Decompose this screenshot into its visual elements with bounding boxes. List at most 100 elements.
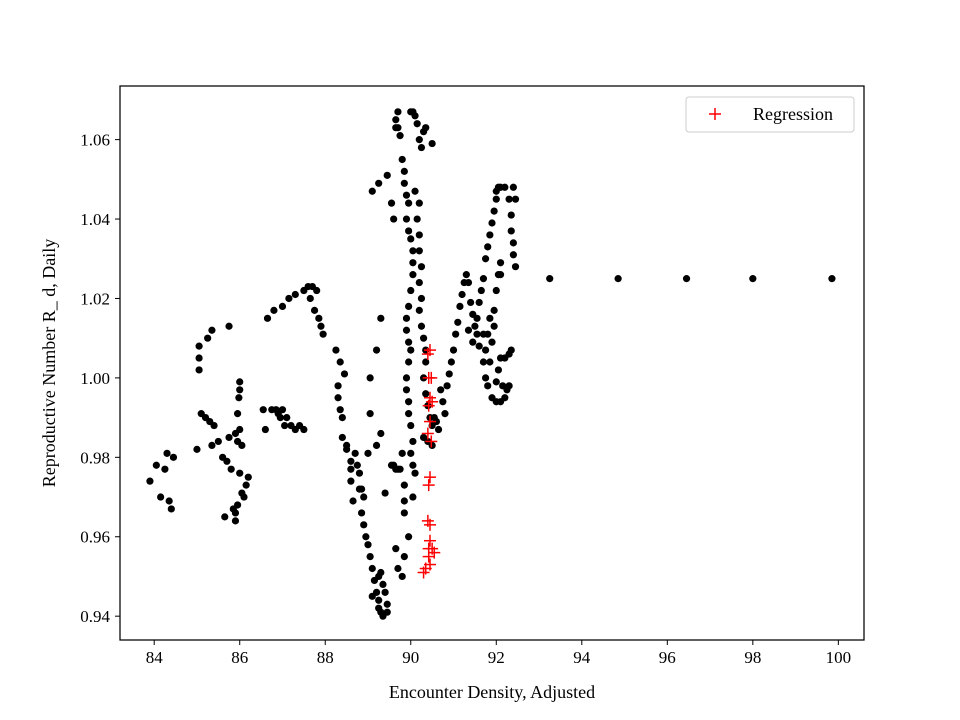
- y-tick-label: 1.00: [80, 369, 110, 388]
- data-point: [413, 120, 421, 128]
- data-point: [409, 493, 417, 501]
- data-point: [481, 374, 490, 382]
- data-point: [347, 477, 355, 485]
- data-point: [432, 417, 441, 426]
- data-point: [405, 533, 413, 541]
- legend-box: [685, 96, 855, 133]
- data-point: [405, 358, 413, 366]
- data-point: [490, 322, 498, 330]
- data-point: [398, 155, 406, 164]
- data-point: [285, 294, 293, 303]
- data-point: [334, 382, 342, 390]
- data-point: [413, 215, 421, 223]
- data-point: [405, 302, 413, 311]
- data-point: [368, 564, 376, 573]
- data-point: [409, 271, 417, 279]
- legend-plus-icon: [709, 108, 721, 120]
- data-point: [163, 449, 171, 457]
- data-point: [464, 326, 473, 334]
- y-tick-label: 0.96: [80, 528, 110, 547]
- legend: Regression: [685, 96, 855, 133]
- x-tick-label: 94: [573, 648, 591, 667]
- data-point: [405, 199, 413, 207]
- data-point: [364, 449, 372, 457]
- data-point: [417, 263, 426, 271]
- regression-point: [421, 427, 434, 440]
- data-point: [417, 143, 426, 152]
- data-point: [494, 366, 503, 374]
- data-point: [479, 358, 488, 366]
- data-point: [195, 366, 203, 374]
- data-point: [377, 314, 385, 322]
- x-tick-label: 84: [146, 648, 164, 667]
- data-point: [411, 187, 419, 195]
- y-tick-label: 0.98: [80, 448, 110, 467]
- data-point: [319, 330, 327, 338]
- data-point: [471, 322, 479, 330]
- data-point: [437, 386, 445, 394]
- data-point: [456, 302, 464, 311]
- y-axis-label: Reproductive Number R_ d, Daily: [39, 239, 59, 487]
- data-point: [407, 235, 415, 243]
- data-point: [240, 493, 248, 501]
- data-point: [445, 370, 453, 378]
- data-point: [492, 286, 500, 295]
- data-point: [509, 251, 517, 259]
- data-point: [381, 588, 389, 596]
- data-point: [422, 358, 430, 366]
- regression-point: [421, 348, 434, 361]
- data-point: [546, 275, 554, 283]
- data-point: [396, 465, 404, 473]
- data-point: [417, 294, 426, 303]
- data-point: [682, 275, 691, 283]
- data-point: [357, 509, 366, 517]
- data-point: [221, 513, 229, 521]
- data-point: [417, 322, 426, 330]
- data-point: [473, 330, 481, 338]
- data-point: [351, 449, 359, 457]
- data-point: [464, 278, 473, 287]
- data-point: [452, 330, 460, 338]
- y-axis: 0.94 0.96 0.98 1.00 1.02 1.04 1.06: [80, 131, 120, 626]
- data-point: [263, 314, 272, 322]
- data-point: [338, 414, 346, 422]
- data-point: [411, 112, 419, 120]
- x-axis: 84 86 88 90 92 94 96 98 100: [146, 640, 851, 667]
- plot-frame: [119, 85, 865, 641]
- regression-point: [422, 550, 435, 563]
- data-point: [233, 501, 242, 509]
- data-point: [259, 406, 267, 414]
- data-point: [507, 346, 515, 354]
- data-point: [492, 378, 500, 386]
- data-point: [415, 231, 423, 239]
- data-point: [362, 533, 370, 541]
- data-point: [366, 374, 374, 382]
- data-point: [336, 358, 344, 366]
- data-point: [398, 572, 406, 581]
- data-point: [400, 179, 408, 187]
- data-point: [511, 263, 520, 271]
- data-point: [428, 139, 436, 148]
- data-point: [415, 136, 423, 144]
- data-point: [375, 572, 383, 581]
- data-point: [409, 437, 417, 446]
- data-point: [394, 124, 402, 132]
- data-point: [278, 406, 287, 414]
- data-point: [225, 433, 233, 442]
- data-point: [372, 346, 381, 354]
- data-point: [238, 441, 246, 450]
- data-point: [338, 433, 346, 442]
- data-point: [473, 314, 481, 322]
- data-point: [167, 505, 175, 513]
- regression-point: [424, 415, 436, 428]
- data-point: [343, 445, 351, 453]
- data-point: [481, 346, 490, 354]
- data-point: [161, 465, 169, 473]
- data-point: [360, 493, 368, 501]
- data-point: [381, 489, 389, 497]
- data-point: [372, 441, 381, 450]
- y-tick-label: 1.02: [80, 289, 110, 308]
- data-point: [278, 302, 287, 311]
- data-point: [488, 219, 496, 227]
- data-point: [366, 410, 374, 418]
